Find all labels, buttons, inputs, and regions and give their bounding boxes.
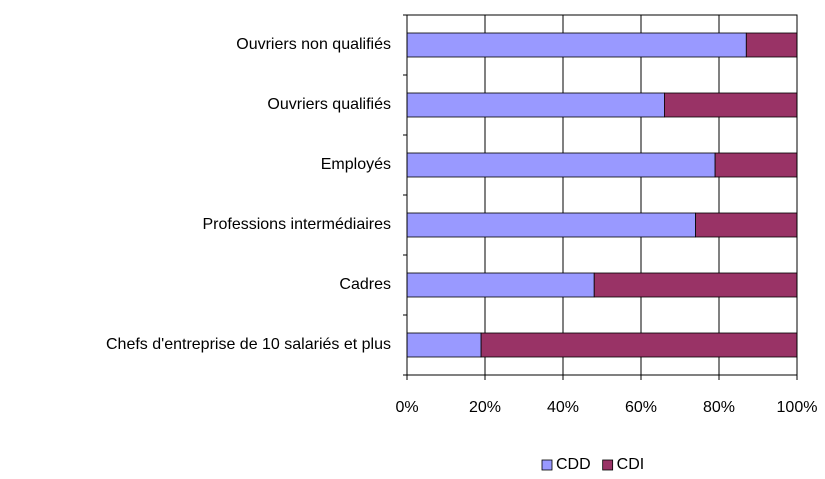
bar-segment bbox=[406, 332, 482, 358]
bar-segment bbox=[695, 212, 798, 238]
legend-label: CDI bbox=[617, 456, 645, 473]
x-tick-label: 0% bbox=[395, 399, 418, 416]
bar-segment bbox=[593, 272, 798, 298]
bar-segment bbox=[406, 272, 595, 298]
bar-segment bbox=[406, 152, 716, 178]
legend-swatch bbox=[602, 459, 614, 471]
y-tick-label: Cadres bbox=[339, 276, 391, 293]
legend-label: CDD bbox=[556, 456, 591, 473]
x-tick-label: 40% bbox=[547, 399, 579, 416]
plot-border bbox=[406, 14, 798, 376]
x-tick-label: 80% bbox=[703, 399, 735, 416]
x-tick-label: 20% bbox=[469, 399, 501, 416]
bar-segment bbox=[406, 32, 747, 58]
y-tick-label: Ouvriers non qualifiés bbox=[236, 36, 391, 53]
plot-area bbox=[407, 15, 797, 375]
y-tick-label: Professions intermédiaires bbox=[202, 216, 391, 233]
bar-segment bbox=[745, 32, 798, 58]
x-tick-label: 60% bbox=[625, 399, 657, 416]
y-tick-label: Chefs d'entreprise de 10 salariés et plu… bbox=[106, 336, 391, 353]
bar-segment bbox=[664, 92, 798, 118]
bar-segment bbox=[480, 332, 798, 358]
bar-segment bbox=[406, 92, 665, 118]
y-tick-label: Ouvriers qualifiés bbox=[267, 96, 391, 113]
legend-swatch bbox=[541, 459, 553, 471]
bar-segment bbox=[406, 212, 697, 238]
x-tick-label: 100% bbox=[777, 399, 818, 416]
bar-segment bbox=[714, 152, 798, 178]
y-tick-label: Employés bbox=[321, 156, 391, 173]
